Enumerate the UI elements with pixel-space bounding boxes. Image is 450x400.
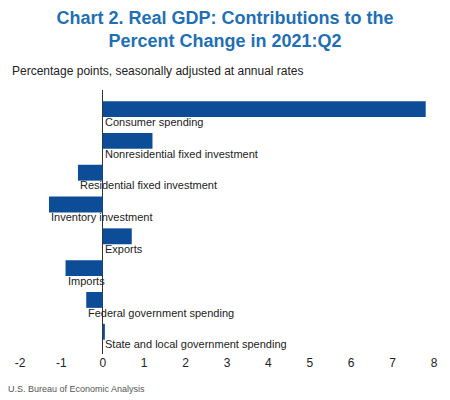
svg-text:Percentage points, seasonally: Percentage points, seasonally adjusted a…	[12, 64, 304, 78]
svg-text:7: 7	[389, 356, 396, 370]
svg-text:Nonresidential fixed investmen: Nonresidential fixed investment	[105, 148, 258, 160]
svg-text:0: 0	[99, 356, 106, 370]
svg-text:Chart 2. Real GDP: Contributio: Chart 2. Real GDP: Contributions to theP…	[56, 8, 393, 51]
svg-text:Inventory investment: Inventory investment	[51, 211, 153, 223]
svg-text:Federal government spending: Federal government spending	[88, 307, 234, 319]
svg-text:5: 5	[306, 356, 313, 370]
svg-text:-2: -2	[15, 356, 26, 370]
svg-text:2: 2	[182, 356, 189, 370]
svg-text:Imports: Imports	[68, 275, 105, 287]
svg-text:Residential fixed investment: Residential fixed investment	[80, 179, 217, 191]
svg-text:U.S. Bureau of Economic Analys: U.S. Bureau of Economic Analysis	[8, 384, 145, 394]
svg-text:4: 4	[265, 356, 272, 370]
svg-text:1: 1	[141, 356, 148, 370]
svg-text:3: 3	[224, 356, 231, 370]
svg-text:-1: -1	[56, 356, 67, 370]
svg-text:Exports: Exports	[105, 243, 143, 255]
svg-text:Consumer spending: Consumer spending	[105, 116, 203, 128]
svg-text:6: 6	[348, 356, 355, 370]
svg-text:State and local government spe: State and local government spending	[105, 338, 287, 350]
svg-text:8: 8	[431, 356, 438, 370]
